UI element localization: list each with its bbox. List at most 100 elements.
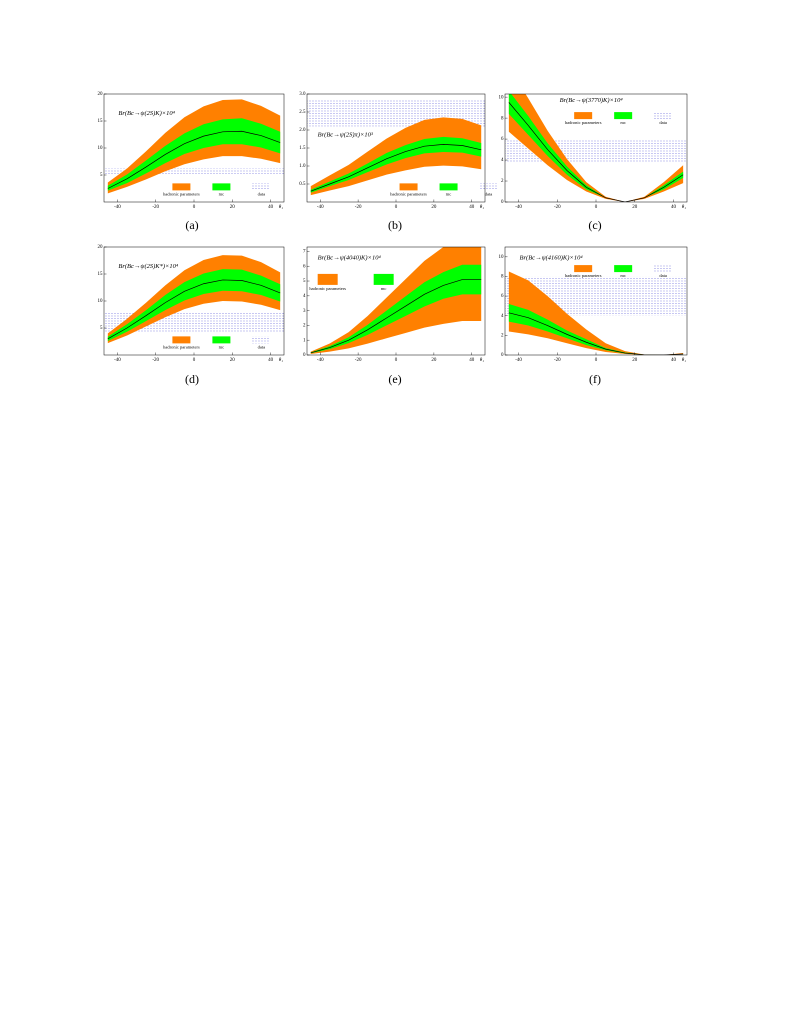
band-area [310,264,482,354]
legend-swatch [574,112,593,120]
caption: (e) [388,372,401,386]
x-tick-label: 0 [193,205,196,210]
legend-label: mc [446,191,452,196]
plot-area [104,99,284,194]
y-tick-label: 1.0 [299,164,306,169]
y-tick-label: 15 [98,119,104,124]
legend-swatch [172,183,191,191]
x-tick-label: 20 [230,358,236,363]
y-tick-label: 2.0 [299,128,306,133]
y-tick-label: 5 [100,326,103,331]
band-area [107,118,281,191]
legend-label: hadronic parameters [565,120,602,125]
x-tick-label: -20 [355,358,362,363]
x-tick-label: 20 [431,358,437,363]
y-tick-label: 0 [501,200,504,205]
x-tick-label: -20 [554,358,561,363]
y-tick-label: 5 [303,279,306,284]
x-tick-label: 40 [268,358,274,363]
panel: 0 2 4 6 8 10 -40 -20 0 20 40 θ₁ Br(Bc→ψ(3770)K)×10⁴ (… [499,93,688,232]
legend-label: data [258,344,266,349]
legend-swatch [654,265,673,273]
legend-label: hadronic parameters [309,286,346,291]
legend-label: mc [219,344,225,349]
chart-title: Br(Bc→ψ(2S)K)×10⁴ [118,110,175,117]
y-tick-label: 20 [98,245,104,250]
y-tick-label: 1.5 [299,146,306,151]
x-tick-label: 0 [395,358,398,363]
legend-label: mc [620,273,626,278]
band-area [508,303,684,355]
y-tick-label: 10 [499,95,505,100]
panel: 5 10 15 20 -40 -20 0 20 40 θ₁ Br(Bc→ψ(2S)K*)×10⁴ (d… [98,245,285,386]
legend-swatch [252,183,271,191]
y-tick-label: 6 [303,264,306,269]
caption: (b) [388,218,402,232]
x-tick-label: 0 [193,358,196,363]
legend-label: hadronic parameters [565,273,602,278]
chart-title: Br(Bc→ψ(2S)K*)×10⁴ [118,263,179,270]
legend-label: data [258,191,266,196]
y-tick-label: 3 [303,309,306,314]
legend-swatch [399,183,418,191]
y-tick-label: 6 [501,294,504,299]
y-tick-label: 6 [501,137,504,142]
y-tick-label: 3.0 [299,92,306,97]
x-tick-label: 40 [671,358,677,363]
x-tick-label: 40 [469,358,475,363]
legend-swatch [614,265,633,273]
legend-swatch [212,183,231,191]
x-tick-label: -40 [114,358,121,363]
x-tick-label: 0 [595,205,598,210]
x-tick-label: -20 [152,358,159,363]
caption: (f) [589,372,601,386]
chart-title: Br(Bc→ψ(4160)K)×10⁴ [520,254,584,261]
x-tick-label: 0 [395,205,398,210]
x-tick-label: 40 [268,205,274,210]
legend-swatch [439,183,458,191]
x-tick-label: 40 [469,205,475,210]
chart-title: Br(Bc→ψ(4040)K)×10⁴ [318,254,382,261]
y-tick-label: 10 [98,299,104,304]
band-area [508,271,684,355]
y-tick-label: 2 [303,324,306,329]
legend-label: mc [620,120,626,125]
y-tick-label: 5 [100,173,103,178]
x-axis-label: θ₁ [682,205,686,210]
x-tick-label: -40 [114,205,121,210]
legend-label: hadronic parameters [163,191,200,196]
band-area [508,94,684,202]
panel: 5 10 15 20 -40 -20 0 20 40 θ₁ Br(Bc→ψ(2S)K)×10⁴ (a)… [98,92,285,232]
legend-swatch [252,336,271,344]
central-line [107,279,281,340]
caption: (d) [185,372,199,386]
plot-area [104,255,284,344]
chart-title: Br(Bc→ψ(2S)π)×10³ [318,132,374,139]
y-tick-label: 0 [303,353,306,358]
data-band [104,168,284,174]
band-area [310,247,482,354]
y-tick-label: 2 [501,334,504,339]
y-tick-label: 4 [501,158,504,163]
chart-title: Br(Bc→ψ(3770)K)×10⁴ [560,97,624,104]
x-tick-label: -40 [515,205,522,210]
panel: 0 1 2 3 4 5 6 7 -40 -20 0 20 40 θ₁ Br(Bc→ψ(4040)K)×10⁴… [303,246,486,386]
legend-label: data [659,273,667,278]
band-area [107,269,281,341]
x-tick-label: 20 [230,205,236,210]
y-tick-label: 2 [501,179,504,184]
panel: 0 2 4 6 8 10 -40 -20 0 20 40 θ₁ Br(Bc→ψ(4160)K)×10⁴ (… [499,246,688,386]
band-area [310,136,482,193]
y-tick-label: 8 [501,116,504,121]
x-tick-label: 20 [632,205,638,210]
legend-swatch [479,183,498,191]
legend-label: data [659,120,667,125]
x-axis-label: θ₁ [279,358,283,363]
caption: (a) [185,218,198,232]
panel: 0.5 1.0 1.5 2.0 2.5 3.0 -40 -20 0 20 40 θ₁ Br(Bc→ψ(2… [299,92,498,232]
y-tick-label: 4 [501,314,504,319]
y-tick-label: 4 [303,294,306,299]
y-tick-label: 0.5 [299,182,306,187]
legend-swatch [614,112,633,120]
